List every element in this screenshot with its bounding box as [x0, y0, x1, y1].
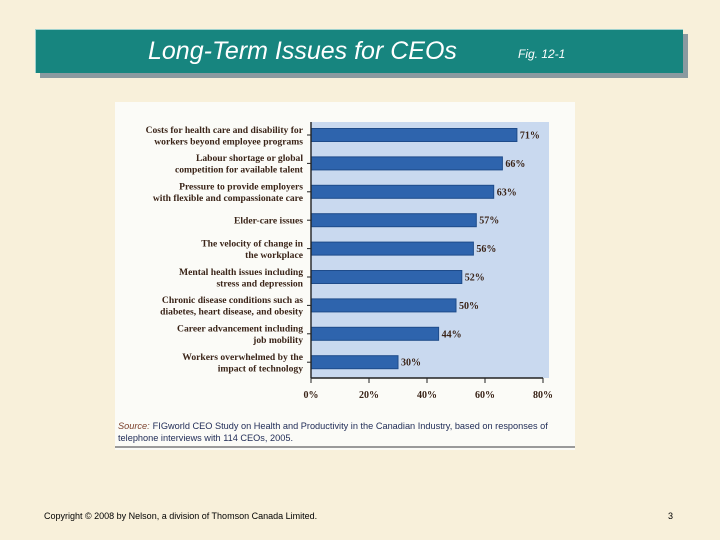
- category-label: job mobility: [252, 335, 303, 346]
- bar: [310, 298, 457, 313]
- bar: [310, 270, 463, 284]
- category-label: Elder-care issues: [234, 216, 303, 227]
- x-tick-label: 80%: [533, 390, 553, 401]
- category-label: Costs for health care and disability for: [146, 125, 304, 136]
- bar-value-label: 56%: [476, 244, 496, 255]
- category-label: workers beyond employee programs: [154, 136, 303, 147]
- category-label: the workplace: [245, 250, 304, 261]
- category-label: impact of technology: [218, 363, 303, 374]
- category-label: with flexible and compassionate care: [153, 193, 304, 204]
- chart-panel: 71% Costs for health care and disability …: [115, 102, 575, 450]
- category-label: Pressure to provide employers: [179, 182, 303, 193]
- category-label: diabetes, heart disease, and obesity: [160, 307, 303, 318]
- bar-value-label: 71%: [520, 131, 540, 142]
- bar: [310, 184, 495, 199]
- category-label: Workers overwhelmed by the: [182, 352, 303, 363]
- category-label: stress and depression: [216, 278, 303, 289]
- figure-label: Fig. 12-1: [518, 47, 566, 61]
- x-tick-label: 60%: [475, 390, 495, 401]
- source-divider: [115, 446, 575, 448]
- category-label: Labour shortage or global: [196, 153, 303, 164]
- copyright-footer: Copyright © 2008 by Nelson, a division o…: [44, 511, 318, 521]
- x-tick-label: 0%: [304, 390, 319, 401]
- bar-value-label: 57%: [479, 216, 499, 227]
- bar: [310, 326, 440, 341]
- bar: [310, 213, 477, 228]
- source-prefix: Source:: [118, 421, 150, 431]
- bar-value-label: 52%: [465, 273, 485, 284]
- category-label: Mental health issues including: [179, 267, 303, 278]
- bar: [310, 355, 399, 370]
- title-bar: Long-Term Issues for CEOs Fig. 12-1: [35, 29, 683, 73]
- bar: [310, 128, 518, 142]
- category-label: competition for available talent: [175, 165, 304, 176]
- category-label: Career advancement including: [177, 324, 303, 335]
- x-tick-label: 40%: [417, 390, 437, 401]
- bar-value-label: 30%: [401, 358, 421, 369]
- bar-value-label: 63%: [497, 187, 517, 198]
- bar-value-label: 44%: [442, 329, 462, 340]
- bar: [310, 156, 503, 171]
- bar-value-label: 50%: [459, 301, 479, 312]
- source-text: FIGworld CEO Study on Health and Product…: [118, 421, 548, 443]
- page-number: 3: [668, 511, 674, 521]
- bar-chart: 71% Costs for health care and disability …: [146, 122, 553, 401]
- chart-source: Source: FIGworld CEO Study on Health and …: [118, 420, 563, 444]
- slide-title: Long-Term Issues for CEOs: [148, 37, 457, 65]
- bar: [310, 241, 474, 256]
- category-label: Chronic disease conditions such as: [162, 295, 303, 306]
- x-tick-label: 20%: [359, 390, 379, 401]
- bar-value-label: 66%: [505, 159, 525, 170]
- category-label: The velocity of change in: [201, 238, 303, 249]
